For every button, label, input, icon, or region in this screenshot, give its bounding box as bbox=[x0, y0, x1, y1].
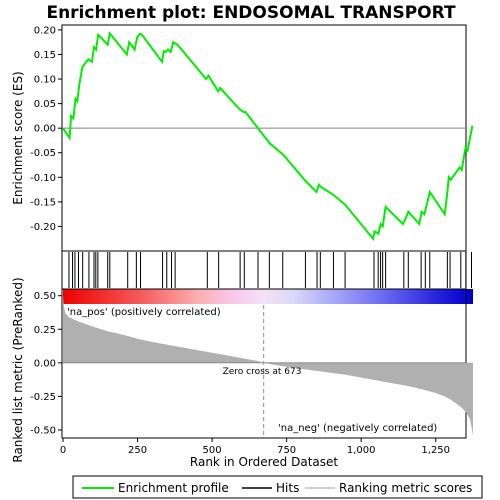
hits-panel bbox=[61, 250, 473, 290]
rank-x-tick-label: 1,000 bbox=[347, 445, 376, 456]
legend-label-hits: Hits bbox=[276, 481, 299, 495]
es-y-tick-label: -0.10 bbox=[30, 173, 56, 184]
hit-lines bbox=[68, 252, 473, 288]
es-y-tick-label: 0.10 bbox=[34, 75, 56, 86]
rank-y-tick-label: 0.25 bbox=[34, 325, 56, 336]
es-y-tick-label: 0.05 bbox=[34, 99, 56, 110]
ranking-metric-panel: Zero cross at 673 'na_pos' (positively c… bbox=[11, 277, 473, 469]
enrichment-score-panel: -0.20 -0.15 -0.10 -0.05 0.00 0.05 0.10 0.15 0.20… bbox=[11, 24, 474, 252]
rank-y-axis: -0.50 -0.25 0.00 0.25 0.50 bbox=[30, 291, 62, 436]
rank-y-tick-label: -0.25 bbox=[30, 392, 56, 403]
legend: Enrichment profile Hits Ranking metric s… bbox=[72, 475, 483, 499]
es-y-axis: -0.20 -0.15 -0.10 -0.05 0.00 0.05 0.10 0.15 0.20 bbox=[30, 25, 62, 233]
rank-x-tick-label: 0 bbox=[60, 445, 66, 456]
es-y-axis-label: Enrichment score (ES) bbox=[11, 71, 25, 204]
rank-x-tick-label: 250 bbox=[128, 445, 147, 456]
es-y-tick-label: -0.15 bbox=[30, 197, 56, 208]
rank-x-tick-label: 1,250 bbox=[421, 445, 450, 456]
rank-y-tick-label: 0.50 bbox=[34, 291, 56, 302]
chart-title: Enrichment plot: ENDOSOMAL TRANSPORT bbox=[46, 3, 455, 23]
rank-color-bar bbox=[63, 289, 473, 304]
es-y-tick-label: -0.20 bbox=[30, 222, 56, 233]
rank-y-axis-label: Ranked list metric (PreRanked) bbox=[11, 277, 25, 462]
neg-correlated-label: 'na_neg' (negatively correlated) bbox=[278, 423, 437, 434]
pos-correlated-label: 'na_pos' (positively correlated) bbox=[67, 307, 221, 318]
legend-label-ranking-metric: Ranking metric scores bbox=[339, 481, 472, 495]
rank-y-tick-label: -0.50 bbox=[30, 425, 56, 436]
es-y-tick-label: 0.00 bbox=[34, 124, 56, 135]
rank-x-axis: 0 250 500 750 1,000 1,250 bbox=[60, 438, 450, 456]
rank-x-tick-label: 500 bbox=[203, 445, 222, 456]
rank-x-tick-label: 750 bbox=[277, 445, 296, 456]
legend-label-enrichment-profile: Enrichment profile bbox=[118, 481, 229, 495]
ranking-metric-area bbox=[63, 295, 473, 437]
es-y-tick-label: -0.05 bbox=[30, 148, 56, 159]
rank-x-axis-label: Rank in Ordered Dataset bbox=[190, 455, 338, 469]
enrichment-profile-line bbox=[62, 31, 474, 241]
es-y-tick-label: 0.15 bbox=[34, 50, 56, 61]
es-y-tick-label: 0.20 bbox=[34, 25, 56, 36]
rank-y-tick-label: 0.00 bbox=[34, 358, 56, 369]
zero-cross-label: Zero cross at 673 bbox=[223, 367, 302, 377]
